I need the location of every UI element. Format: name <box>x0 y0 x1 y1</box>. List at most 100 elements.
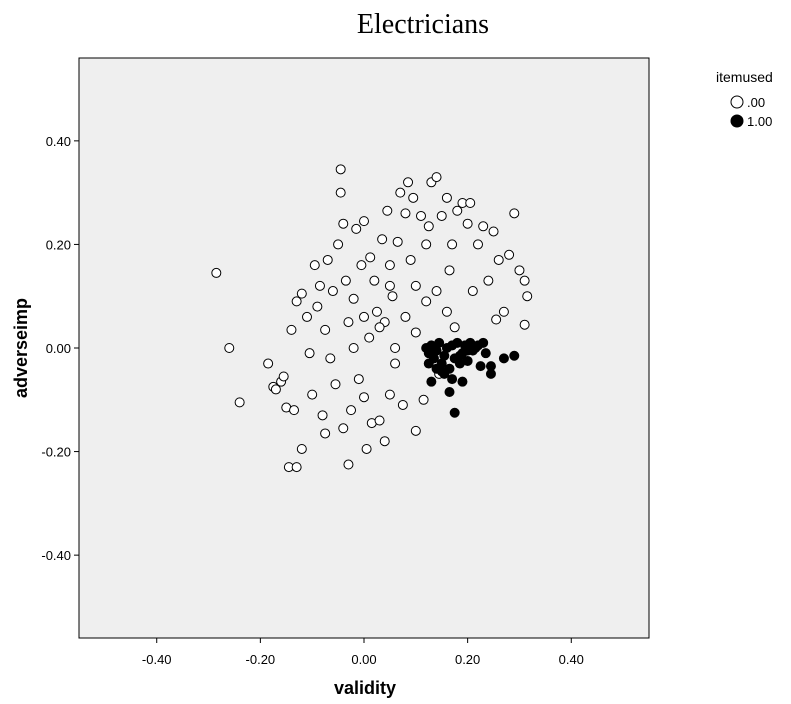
x-axis-ticks: -0.40 -0.20 0.00 0.20 0.40 <box>142 638 584 667</box>
data-point-open <box>359 311 369 322</box>
data-point-filled <box>449 407 460 418</box>
data-point-open <box>335 164 346 175</box>
data-point-open <box>441 192 452 203</box>
data-point-open <box>478 221 489 232</box>
data-point-open <box>452 205 463 216</box>
data-point-open <box>444 265 455 276</box>
data-point-open <box>392 236 403 247</box>
data-point-open <box>467 286 478 297</box>
data-point-filled <box>475 361 486 372</box>
data-point-open <box>405 254 416 265</box>
data-point-open <box>307 389 318 400</box>
data-point-open <box>493 254 504 265</box>
data-point-open <box>361 443 372 454</box>
data-point-open <box>408 192 419 203</box>
data-point-open <box>291 296 302 307</box>
data-point-open <box>519 275 530 286</box>
y-tick-label: 0.40 <box>46 134 71 149</box>
data-point-open <box>465 198 476 208</box>
data-point-filled <box>509 350 520 361</box>
data-point-open <box>395 187 406 198</box>
data-point-filled <box>462 345 473 356</box>
x-tick-label: 0.40 <box>559 652 584 667</box>
legend-label-open: .00 <box>747 95 765 110</box>
data-point-open <box>491 314 502 325</box>
data-point-open <box>374 322 385 333</box>
plot-area <box>78 57 650 639</box>
data-point-open <box>335 187 346 198</box>
data-point-open <box>296 288 307 299</box>
data-point-open <box>400 311 411 322</box>
data-point-open <box>436 210 447 221</box>
data-point-open <box>325 353 336 364</box>
y-tick-label: 0.00 <box>46 341 71 356</box>
y-tick-label: -0.20 <box>41 445 71 460</box>
data-point-open <box>473 239 483 250</box>
data-point-open <box>382 205 393 216</box>
data-point-filled <box>457 376 468 387</box>
data-point-filled <box>498 353 509 364</box>
data-point-open <box>418 394 429 405</box>
data-point-open <box>423 221 434 232</box>
data-point-filled <box>434 337 445 348</box>
data-point-open <box>356 260 367 271</box>
x-tick-label: 0.20 <box>455 652 480 667</box>
data-point-open <box>387 291 398 302</box>
data-point-filled <box>462 355 473 366</box>
data-point-filled <box>447 374 458 385</box>
data-point-open <box>348 293 359 304</box>
x-tick-label: -0.40 <box>142 652 172 667</box>
data-point-open <box>449 322 460 333</box>
data-point-open <box>343 317 354 328</box>
data-point-open <box>410 280 421 291</box>
data-point-filled <box>439 368 450 379</box>
data-point-open <box>327 286 338 297</box>
data-point-open <box>498 306 509 317</box>
data-point-open <box>369 275 380 286</box>
data-point-open <box>330 379 341 390</box>
data-point-open <box>320 324 331 335</box>
data-point-open <box>333 239 344 250</box>
x-axis-title: validity <box>334 678 396 698</box>
data-point-filled <box>444 387 455 398</box>
x-tick-label: -0.20 <box>246 652 276 667</box>
data-point-open <box>312 301 323 312</box>
data-point-open <box>348 343 359 353</box>
data-point-open <box>346 405 357 416</box>
data-point-open <box>384 260 395 271</box>
data-point-open <box>296 443 307 454</box>
data-point-open <box>338 218 349 229</box>
data-point-open <box>447 239 458 250</box>
data-point-open <box>365 252 376 263</box>
data-point-open <box>351 223 362 234</box>
data-point-open <box>374 415 385 426</box>
data-point-open <box>340 275 351 286</box>
y-tick-label: -0.40 <box>41 548 71 563</box>
data-point-open <box>314 280 325 291</box>
data-point-open <box>403 177 414 188</box>
data-point-open <box>421 296 432 307</box>
data-point-open <box>302 311 312 322</box>
data-point-open <box>416 210 426 221</box>
data-point-open <box>359 216 369 227</box>
data-point-open <box>377 234 388 245</box>
y-tick-label: 0.20 <box>46 237 71 252</box>
data-point-open <box>291 462 302 473</box>
data-point-open <box>320 428 331 439</box>
data-point-open <box>211 267 222 278</box>
data-point-open <box>338 423 349 434</box>
legend: itemused .00 1.00 <box>716 69 773 129</box>
data-point-open <box>488 226 499 237</box>
data-point-open <box>509 208 520 219</box>
data-point-filled <box>480 348 491 359</box>
data-point-open <box>441 306 452 317</box>
data-point-open <box>462 218 473 229</box>
data-points <box>211 164 533 473</box>
legend-label-filled: 1.00 <box>747 114 772 129</box>
data-point-open <box>431 286 442 297</box>
data-point-open <box>410 425 421 436</box>
chart-title: Electricians <box>357 9 489 40</box>
data-point-open <box>286 324 297 335</box>
data-point-open <box>234 397 245 408</box>
